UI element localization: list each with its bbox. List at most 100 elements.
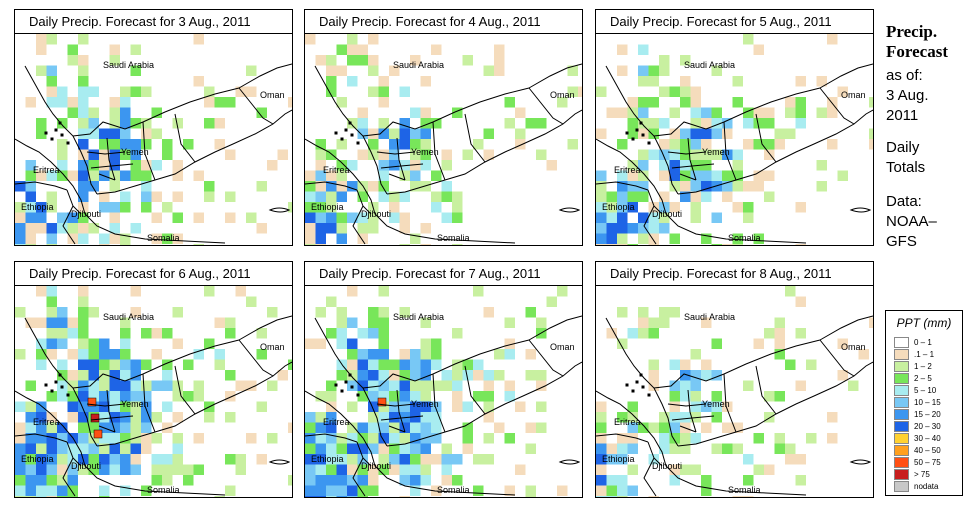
precip-cell (389, 128, 400, 139)
precip-cell (46, 223, 57, 234)
precip-cell (99, 244, 110, 245)
precip-cell (567, 86, 578, 97)
precip-cell (659, 170, 670, 181)
precip-cell (669, 391, 680, 402)
precip-cell (606, 244, 617, 245)
precip-cell (99, 464, 110, 475)
border-line (24, 65, 98, 195)
precip-cell (46, 170, 57, 181)
precip-cell (78, 170, 89, 181)
map-label-yemen: Yemen (121, 399, 149, 409)
precip-cell (326, 464, 337, 475)
precip-cell (25, 97, 36, 108)
island-dot (66, 393, 70, 397)
forecast-panel-aug4: Daily Precip. Forecast for 4 Aug., 2011 … (304, 9, 583, 246)
precip-cell (431, 454, 442, 465)
legend-label: 5 – 10 (914, 386, 937, 395)
precip-grid-cells (15, 286, 292, 497)
precip-cell (109, 44, 120, 55)
precip-cell (452, 401, 463, 412)
precip-cell (795, 244, 806, 245)
precip-cell (680, 139, 691, 150)
precip-cell (680, 391, 691, 402)
precip-cell (606, 496, 617, 497)
precip-cell (120, 328, 131, 339)
precip-cell (690, 149, 701, 160)
precip-cell (357, 359, 368, 370)
border-line (605, 65, 679, 195)
precip-cell (690, 139, 701, 150)
precip-cell (288, 202, 292, 213)
precip-cell (869, 317, 873, 328)
precip-cell (659, 139, 670, 150)
precip-cell (368, 380, 379, 391)
legend-item: 15 – 20 (894, 409, 941, 420)
precip-cell (399, 118, 410, 129)
precip-cell (88, 391, 99, 402)
precip-cell (109, 212, 120, 223)
precip-cell (617, 212, 628, 223)
precip-cell (389, 149, 400, 160)
socotra-island (558, 207, 581, 213)
map-label-saudi: Saudi Arabia (684, 60, 735, 70)
precip-cell (722, 118, 733, 129)
precip-cell (78, 86, 89, 97)
precip-cell (315, 475, 326, 486)
precip-cell (378, 76, 389, 87)
precip-cell (659, 422, 670, 433)
precip-cell (617, 475, 628, 486)
precip-cell (399, 464, 410, 475)
precip-cell (690, 128, 701, 139)
precip-cell (774, 139, 785, 150)
precip-cell (46, 296, 57, 307)
precip-cell (399, 359, 410, 370)
precip-cell (659, 317, 670, 328)
precip-cell (690, 391, 701, 402)
precip-cell (617, 338, 628, 349)
precip-cell (315, 191, 326, 202)
precip-cell (399, 443, 410, 454)
legend-swatch (894, 445, 909, 456)
precip-cell (473, 485, 484, 496)
legend-title: PPT (mm) (896, 316, 952, 330)
border-line (238, 63, 292, 89)
precip-cell (25, 212, 36, 223)
precip-cell (67, 443, 78, 454)
precip-cell (368, 464, 379, 475)
precip-cell (690, 181, 701, 192)
precip-cell (36, 496, 47, 497)
precip-cell (732, 422, 743, 433)
socotra-island (268, 207, 291, 213)
precip-cell (25, 181, 36, 192)
precip-cell (25, 485, 36, 496)
precip-cell (141, 86, 152, 97)
precip-cell (88, 359, 99, 370)
precip-cell (305, 496, 316, 497)
precip-cell (515, 401, 526, 412)
precip-cell (785, 454, 796, 465)
precip-cell (378, 317, 389, 328)
precip-cell (46, 412, 57, 423)
precip-cell (606, 454, 617, 465)
precip-cell (46, 328, 57, 339)
precip-cell (617, 44, 628, 55)
precip-cell (120, 149, 131, 160)
precip-cell (606, 191, 617, 202)
precip-cell (36, 443, 47, 454)
precip-cell (78, 65, 89, 76)
precip-cell (617, 244, 628, 245)
precip-cell (57, 433, 68, 444)
precip-cell (326, 191, 337, 202)
precip-cell (848, 380, 859, 391)
precip-cell (627, 328, 638, 339)
precip-cell (648, 128, 659, 139)
precip-cell (141, 118, 152, 129)
map-label-somalia: Somalia (728, 233, 761, 243)
precip-cell (305, 485, 316, 496)
precip-cell (57, 359, 68, 370)
island-dot (54, 128, 58, 132)
precip-cell (420, 128, 431, 139)
precip-cell (204, 118, 215, 129)
precip-cell (120, 443, 131, 454)
precip-cell (441, 212, 452, 223)
